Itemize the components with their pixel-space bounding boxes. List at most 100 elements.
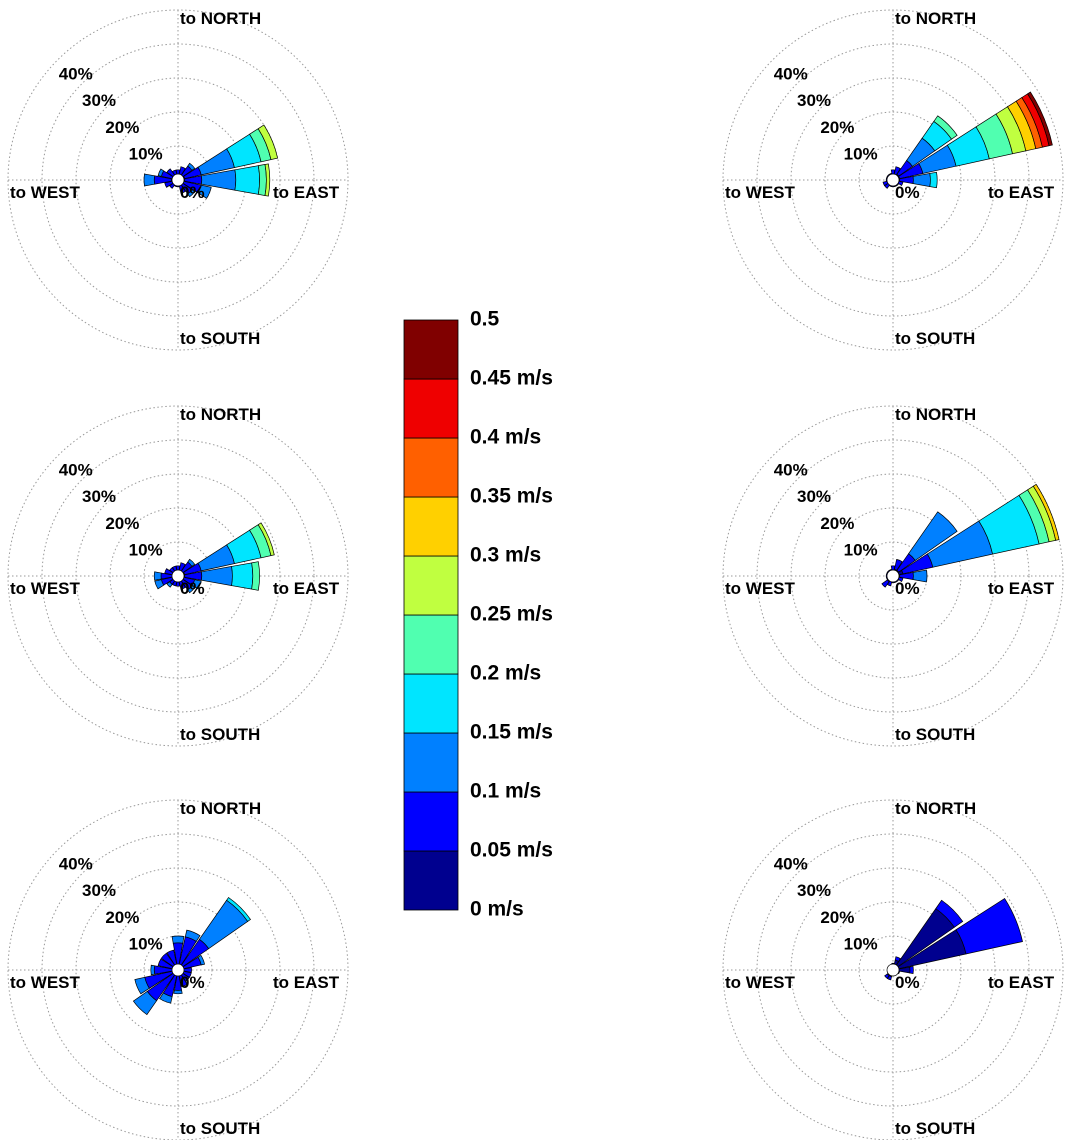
- colorbar-label: 0.25 m/s: [470, 603, 553, 626]
- wedge: [1032, 483, 1060, 541]
- wedge: [887, 975, 892, 981]
- wedge: [157, 168, 165, 177]
- direction-label: to EAST: [273, 973, 340, 992]
- wedge: [935, 899, 964, 928]
- r-tick-label: 20%: [820, 118, 854, 137]
- direction-label: to EAST: [273, 579, 340, 598]
- r-tick-label: 30%: [797, 881, 831, 900]
- r-tick-label: 30%: [82, 91, 116, 110]
- colorbar-segment: [403, 673, 459, 734]
- grid-circle: [824, 111, 962, 249]
- wedge: [1027, 91, 1053, 147]
- direction-label: to NORTH: [895, 9, 976, 28]
- colorbar-label: 0.1 m/s: [470, 780, 541, 803]
- center-hole: [886, 173, 900, 187]
- wedge: [908, 511, 958, 561]
- colorbar-label: 0.5: [470, 308, 500, 331]
- r-tick-label: 30%: [797, 487, 831, 506]
- wedge: [197, 954, 205, 966]
- wedge: [257, 124, 279, 161]
- colorbar-segment: [403, 496, 459, 557]
- r-tick-label: 40%: [59, 855, 93, 874]
- colorbar-label: 0.05 m/s: [470, 839, 553, 862]
- wedge: [264, 163, 271, 197]
- r-tick-label: 40%: [774, 461, 808, 480]
- r-tick-label: 0%: [180, 183, 205, 202]
- direction-label: to SOUTH: [895, 725, 975, 744]
- wedge: [173, 989, 183, 995]
- direction-label: to EAST: [988, 183, 1055, 202]
- colorbar-segment: [403, 614, 459, 675]
- center-hole: [171, 569, 185, 583]
- r-tick-label: 10%: [844, 934, 878, 953]
- direction-label: to NORTH: [180, 799, 261, 818]
- colorbar-label: 0.35 m/s: [470, 485, 553, 508]
- direction-label: to SOUTH: [180, 725, 260, 744]
- direction-label: to SOUTH: [895, 1119, 975, 1138]
- wedge: [933, 115, 958, 140]
- r-tick-label: 0%: [180, 579, 205, 598]
- r-tick-label: 40%: [774, 855, 808, 874]
- center-hole: [886, 963, 900, 977]
- center-hole: [886, 569, 900, 583]
- wedge: [884, 973, 890, 979]
- grid-circle: [824, 901, 962, 1039]
- direction-label: to NORTH: [180, 9, 261, 28]
- colorbar-label: 0.3 m/s: [470, 544, 541, 567]
- wedge: [184, 929, 201, 942]
- direction-label: to EAST: [273, 183, 340, 202]
- r-tick-label: 10%: [129, 540, 163, 559]
- wedge: [929, 171, 938, 189]
- r-tick-label: 20%: [105, 118, 139, 137]
- direction-label: to WEST: [725, 183, 795, 202]
- direction-label: to NORTH: [895, 799, 976, 818]
- r-tick-label: 0%: [895, 183, 920, 202]
- direction-label: to WEST: [725, 579, 795, 598]
- wedge: [187, 189, 196, 198]
- r-tick-label: 0%: [180, 973, 205, 992]
- r-tick-label: 40%: [59, 461, 93, 480]
- wedge: [187, 162, 196, 171]
- direction-label: to SOUTH: [180, 329, 260, 348]
- wedge: [257, 522, 275, 557]
- wedge: [132, 990, 158, 1016]
- wedge: [231, 562, 254, 590]
- colorbar-segment: [403, 555, 459, 616]
- direction-label: to EAST: [988, 973, 1055, 992]
- r-tick-label: 10%: [844, 144, 878, 163]
- wedge: [912, 569, 928, 583]
- grid-circle: [756, 439, 1030, 713]
- colorbar-segment: [403, 791, 459, 852]
- wedge: [197, 184, 212, 199]
- wedge: [894, 558, 903, 571]
- wedge: [894, 956, 901, 962]
- colorbar-label: 0.2 m/s: [470, 662, 541, 685]
- direction-label: to NORTH: [895, 405, 976, 424]
- wedge: [191, 579, 202, 590]
- colorbar-label: 0.15 m/s: [470, 721, 553, 744]
- grid-circle: [756, 833, 1030, 1107]
- wedge: [955, 898, 1023, 955]
- direction-label: to WEST: [10, 973, 80, 992]
- r-tick-label: 10%: [844, 540, 878, 559]
- grid-circle: [41, 833, 315, 1107]
- wedge: [150, 964, 155, 976]
- wedge: [257, 164, 267, 196]
- direction-label: to EAST: [988, 579, 1055, 598]
- r-tick-label: 10%: [129, 934, 163, 953]
- wedge: [171, 935, 185, 944]
- wedge: [143, 173, 155, 187]
- wedge: [881, 579, 890, 588]
- grid-circle: [41, 439, 315, 713]
- wedge: [154, 579, 165, 590]
- direction-label: to WEST: [10, 579, 80, 598]
- r-tick-label: 20%: [820, 908, 854, 927]
- center-hole: [171, 963, 185, 977]
- wedge: [134, 976, 150, 995]
- center-hole: [171, 173, 185, 187]
- direction-label: to NORTH: [180, 405, 261, 424]
- direction-label: to SOUTH: [895, 329, 975, 348]
- wedge: [187, 558, 196, 567]
- grid-circle: [824, 507, 962, 645]
